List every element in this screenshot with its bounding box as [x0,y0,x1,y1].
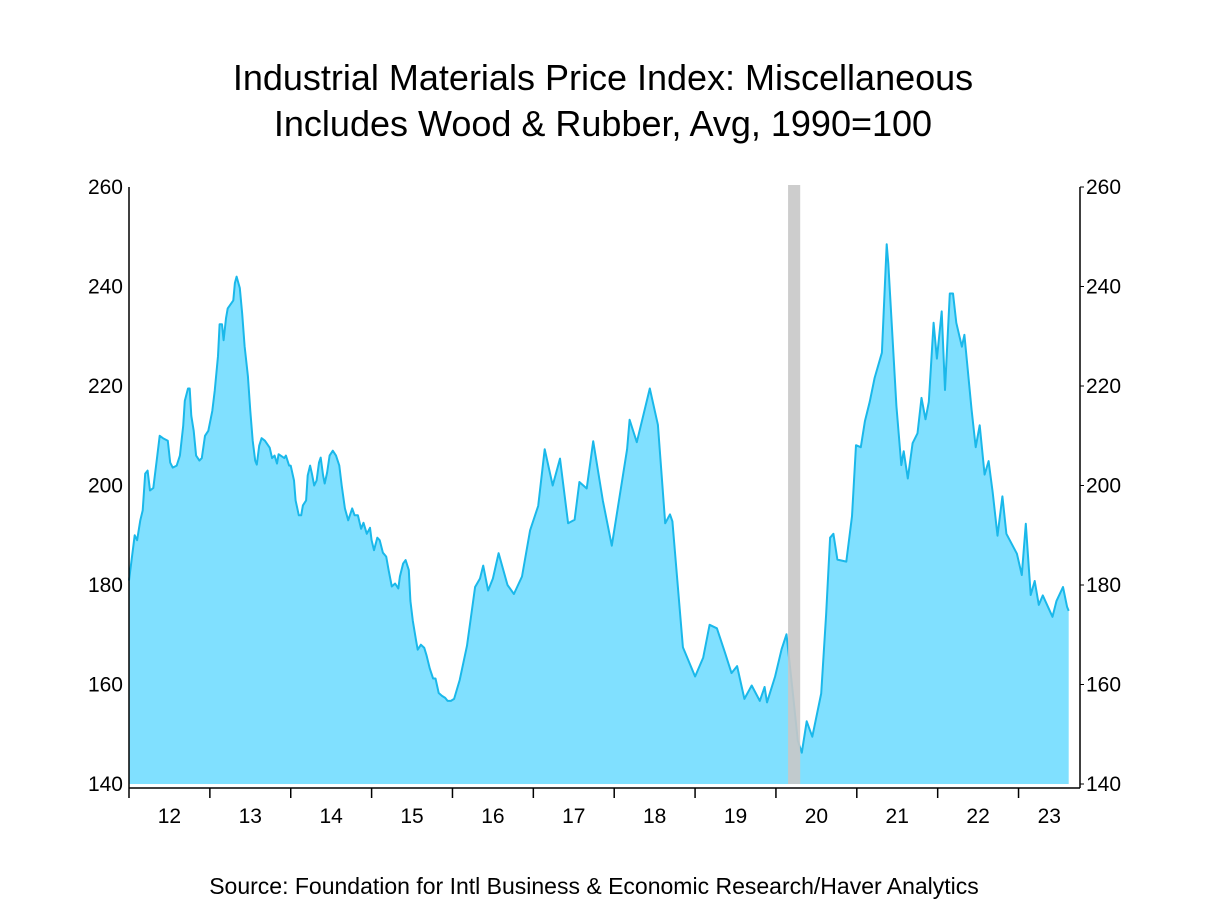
y-tick-label-right: 200 [1086,475,1121,498]
x-tick-label: 18 [643,805,666,828]
x-tick-label: 15 [400,805,423,828]
x-tick-label: 17 [562,805,585,828]
y-tick-label-left: 200 [88,475,123,498]
x-tick-label: 22 [966,805,989,828]
y-tick-label-left: 140 [88,773,123,796]
plot-area [128,185,1070,784]
source-note: Source: Foundation for Intl Business & E… [209,873,979,899]
x-tick-label: 13 [239,805,262,828]
chart-subtitle: Includes Wood & Rubber, Avg, 1990=100 [274,103,932,144]
y-tick-label-left: 160 [88,674,123,697]
x-tick-label: 19 [724,805,747,828]
recession-bar [788,185,801,784]
x-tick-label: 21 [886,805,909,828]
y-tick-label-right: 140 [1086,773,1121,796]
y-tick-label-left: 180 [88,574,123,597]
y-tick-label-right: 240 [1086,276,1121,299]
chart-title: Industrial Materials Price Index: Miscel… [233,57,973,98]
y-tick-label-right: 180 [1086,574,1121,597]
x-tick-label: 14 [319,805,343,828]
y-tick-label-left: 220 [88,375,123,398]
y-tick-label-left: 240 [88,276,123,299]
x-tick-label: 23 [1038,805,1061,828]
x-tick-label: 12 [158,805,181,828]
y-tick-label-right: 260 [1086,176,1121,199]
x-tick-label: 20 [805,805,828,828]
y-tick-label-left: 260 [88,176,123,199]
axes: 140 140 160 160 180 180 200 200 220 220 240 240 260 2… [88,176,1121,828]
y-tick-label-right: 220 [1086,375,1121,398]
area-fill [129,244,1069,784]
series-line [128,243,1070,754]
x-tick-label: 16 [481,805,504,828]
y-tick-label-right: 160 [1086,674,1121,697]
